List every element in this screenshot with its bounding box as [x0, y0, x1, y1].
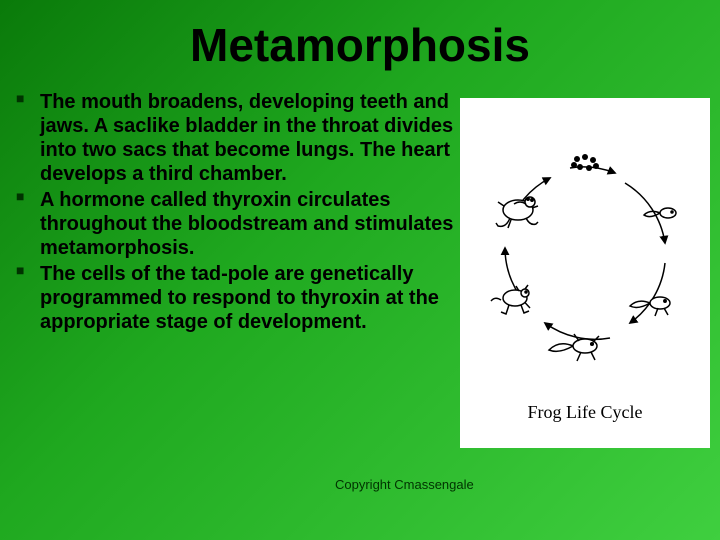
list-item: The mouth broadens, developing teeth and… [10, 90, 454, 186]
lifecycle-diagram [470, 108, 700, 398]
eggs-icon [571, 154, 599, 171]
slide-title: Metamorphosis [0, 0, 720, 82]
tadpole-4legs-icon [549, 334, 599, 361]
list-item: A hormone called thyroxin circulates thr… [10, 188, 454, 260]
copyright-text: Copyright Cmassengale [335, 477, 474, 492]
adult-frog-icon [496, 197, 538, 226]
list-item: The cells of the tad-pole are geneticall… [10, 262, 454, 334]
figure-caption: Frog Life Cycle [528, 402, 643, 423]
lifecycle-figure: Frog Life Cycle [460, 98, 710, 448]
tadpole-legs-icon [630, 297, 670, 316]
froglet-icon [491, 285, 529, 314]
content-row: The mouth broadens, developing teeth and… [0, 82, 720, 448]
tadpole-small-icon [644, 208, 676, 218]
bullet-list: The mouth broadens, developing teeth and… [10, 90, 460, 448]
